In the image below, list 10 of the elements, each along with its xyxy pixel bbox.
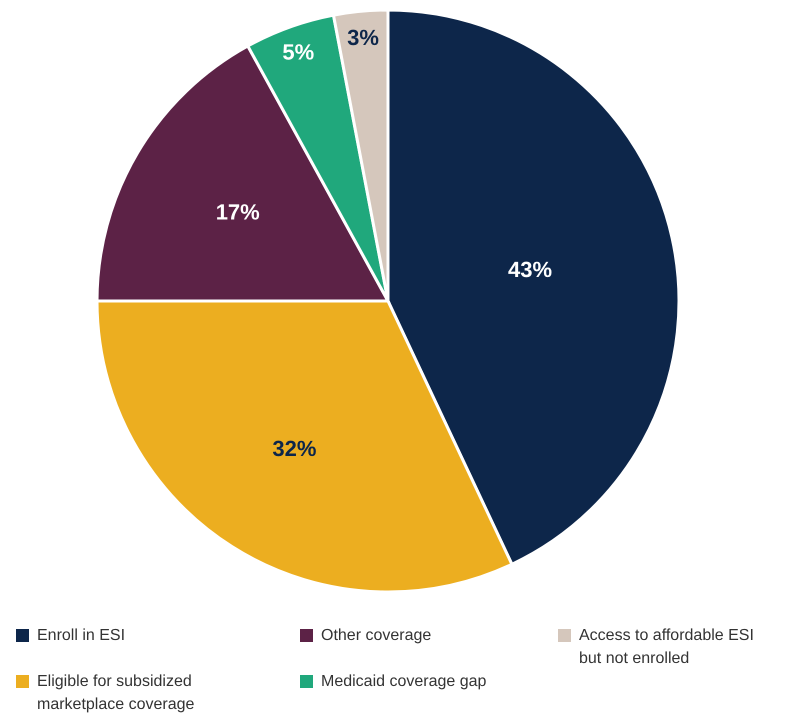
data-label: 32% bbox=[272, 436, 316, 461]
legend-label: Medicaid coverage gap bbox=[321, 672, 486, 692]
data-label: 17% bbox=[216, 200, 260, 225]
legend-label: Access to affordable ESI but not enrolled bbox=[579, 626, 755, 669]
legend-label: Enroll in ESI bbox=[37, 626, 126, 646]
legend-label: Eligible for subsidized marketplace coverage bbox=[37, 672, 196, 715]
legend-label: Other coverage bbox=[321, 626, 432, 646]
data-label: 3% bbox=[347, 24, 379, 50]
data-label: 5% bbox=[282, 39, 314, 64]
data-label: 43% bbox=[508, 256, 552, 282]
